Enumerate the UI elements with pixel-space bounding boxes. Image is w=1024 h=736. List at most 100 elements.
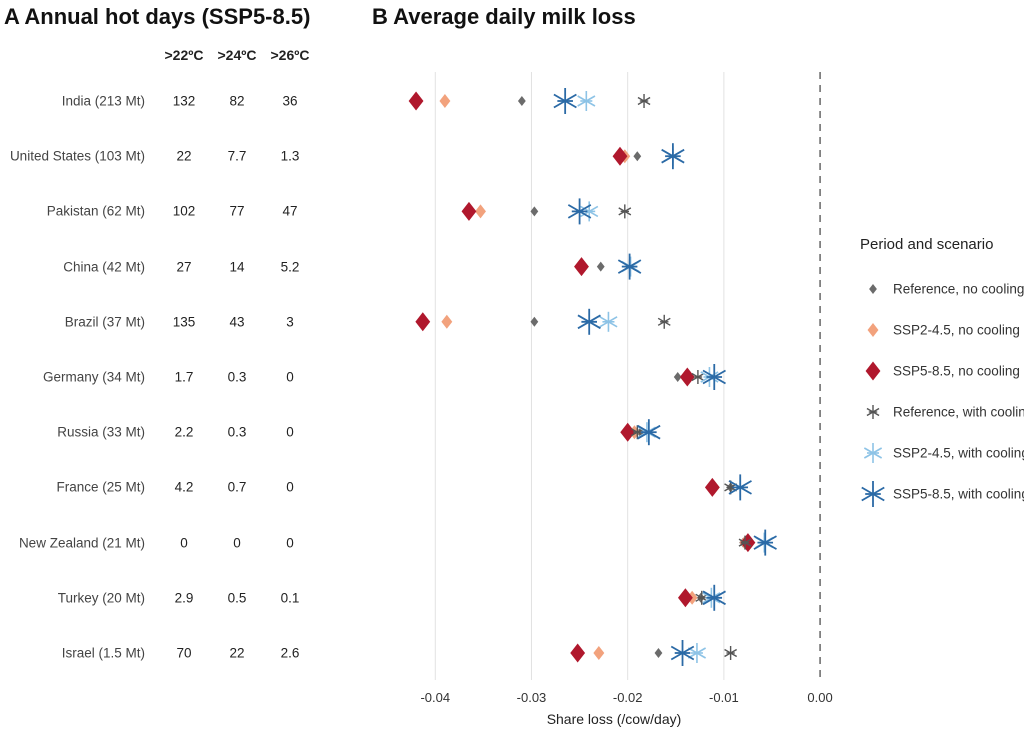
data-point (702, 584, 726, 611)
data-point (670, 640, 695, 666)
table-cell: 1.7 (174, 369, 194, 385)
data-point (704, 477, 720, 497)
data-point (724, 646, 738, 660)
data-point (687, 643, 707, 663)
table-cell: 27 (176, 259, 192, 275)
legend-label: SSP5-8.5, with cooling (893, 486, 1024, 502)
legend-marker (869, 284, 877, 294)
table-cell: 36 (282, 93, 298, 109)
data-point (620, 422, 636, 442)
data-point (612, 146, 628, 166)
legend-label: SSP2-4.5, no cooling (893, 322, 1020, 338)
data-points (408, 88, 777, 666)
x-tick-label: -0.03 (517, 690, 547, 705)
table-cell: 4.2 (174, 479, 194, 495)
legend-title: Period and scenario (860, 236, 994, 253)
table-cell: 0.3 (227, 424, 247, 440)
data-point (577, 308, 601, 335)
country-label: France (25 Mt) (56, 479, 145, 495)
x-axis-ticks: -0.04 -0.03 -0.02 -0.01 0.00 (420, 690, 832, 705)
table-cell: 0.1 (280, 590, 300, 606)
country-label: Pakistan (62 Mt) (46, 203, 145, 219)
table-cell: 7.7 (227, 148, 247, 164)
data-point (753, 529, 777, 556)
data-point (657, 314, 671, 329)
country-label: India (213 Mt) (61, 93, 145, 109)
data-point (415, 312, 431, 332)
data-point (691, 370, 705, 384)
table-cell: 0 (286, 479, 294, 495)
table-cell: 0 (286, 535, 294, 551)
country-label: New Zealand (21 Mt) (18, 535, 145, 551)
legend-marker (861, 481, 885, 507)
table-cell: 77 (229, 203, 245, 219)
data-point (461, 201, 477, 221)
x-axis-label: Share loss (/cow/day) (547, 711, 682, 727)
legend-marker (863, 443, 883, 463)
data-point (738, 535, 752, 550)
data-point (475, 204, 486, 219)
data-point (530, 206, 539, 217)
panel-a-title: A Annual hot days (SSP5-8.5) (4, 4, 311, 29)
country-label: Germany (34 Mt) (42, 369, 145, 385)
table-cell: 0 (286, 369, 294, 385)
table-cell: 102 (172, 203, 196, 219)
data-point (673, 372, 682, 382)
table-cell: 132 (172, 93, 196, 109)
legend-label: SSP2-4.5, with cooling (893, 445, 1024, 461)
data-point (677, 588, 693, 608)
data-point (633, 151, 642, 162)
legend-label: SSP5-8.5, no cooling (893, 363, 1020, 379)
table-cell: 135 (172, 314, 196, 330)
data-point (637, 419, 661, 446)
x-tick-label: -0.01 (709, 690, 739, 705)
table-cell: 0 (180, 535, 188, 551)
country-label: Russia (33 Mt) (57, 424, 145, 440)
table-cell: 3 (286, 314, 294, 330)
column-header-22c: >22ºC (164, 47, 204, 63)
legend-marker (866, 405, 880, 419)
table-cell: 47 (282, 203, 298, 219)
column-header-26c: >26ºC (270, 47, 310, 63)
data-point (617, 253, 642, 280)
legend-label: Reference, with cooling (893, 404, 1024, 420)
data-point (728, 474, 752, 501)
x-tick-label: -0.02 (613, 690, 643, 705)
table-cell: 5.2 (280, 259, 300, 275)
data-point (530, 316, 539, 327)
data-point (570, 643, 586, 663)
grid-lines (434, 72, 725, 680)
legend-marker (867, 323, 879, 337)
table-cell: 0 (286, 424, 294, 440)
country-label: United States (103 Mt) (9, 148, 145, 164)
table-cell: 70 (176, 645, 192, 661)
table-cell: 0.7 (227, 479, 247, 495)
data-point (599, 311, 618, 332)
table-cell: 14 (229, 259, 245, 275)
table-cell: 82 (229, 93, 245, 109)
x-tick-label: -0.04 (420, 690, 450, 705)
table-cell: 1.3 (280, 148, 300, 164)
data-point (618, 204, 632, 219)
table-cell: 0 (233, 535, 241, 551)
table-cell: 22 (229, 645, 245, 661)
country-label: Brazil (37 Mt) (64, 314, 145, 330)
data-point (661, 143, 685, 170)
x-tick-label: 0.00 (807, 690, 832, 705)
data-point (577, 91, 596, 111)
table-cell: 0.5 (227, 590, 247, 606)
data-point (574, 257, 589, 277)
legend-label: Reference, no cooling (893, 281, 1024, 297)
table-cell: 2.2 (174, 424, 194, 440)
data-point (637, 94, 651, 108)
data-point (441, 314, 453, 329)
panel-b-title: B Average daily milk loss (372, 4, 636, 29)
table-cell: 2.9 (174, 590, 194, 606)
data-point (408, 91, 424, 111)
data-point (439, 94, 451, 108)
table-cell: 2.6 (280, 645, 300, 661)
column-header-24c: >24ºC (217, 47, 257, 63)
country-label: Israel (1.5 Mt) (61, 645, 145, 661)
data-point (702, 364, 726, 390)
